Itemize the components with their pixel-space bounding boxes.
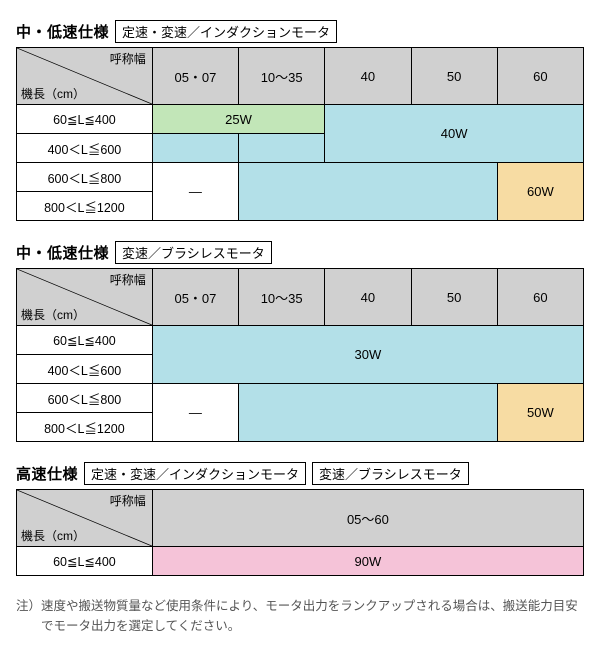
section-heading: 中・低速仕様 bbox=[16, 242, 109, 263]
table3-section: 高速仕様 定速・変速／インダクションモータ変速／ブラシレスモータ 呼称幅 機長（… bbox=[16, 462, 584, 576]
col-header: 10〜35 bbox=[239, 48, 325, 105]
diag-bottom-label: 機長（cm） bbox=[21, 306, 85, 323]
region-cell: — bbox=[152, 384, 238, 442]
sub-label: 定速・変速／インダクションモータ bbox=[84, 462, 306, 485]
row-label: 600＜L≦800 bbox=[17, 163, 153, 192]
row-label: 800＜L≦1200 bbox=[17, 192, 153, 221]
row-label: 600＜L≦800 bbox=[17, 384, 153, 413]
col-header: 40 bbox=[325, 269, 411, 326]
diag-top-label: 呼称幅 bbox=[110, 492, 146, 509]
col-header: 40 bbox=[325, 48, 411, 105]
col-header: 05・07 bbox=[152, 269, 238, 326]
col-header: 10〜35 bbox=[239, 269, 325, 326]
table1-table: 呼称幅 機長（cm） 05・0710〜35405060 60≦L≦40025W40… bbox=[16, 47, 584, 221]
diag-bottom-label: 機長（cm） bbox=[21, 527, 85, 544]
section-heading: 中・低速仕様 bbox=[16, 21, 109, 42]
region-cell bbox=[239, 134, 325, 163]
diag-header: 呼称幅 機長（cm） bbox=[17, 269, 153, 326]
region-cell bbox=[152, 134, 238, 163]
col-header: 50 bbox=[411, 48, 497, 105]
table3-table: 呼称幅 機長（cm） 05〜6060≦L≦40090W bbox=[16, 489, 584, 576]
region-cell: 30W bbox=[152, 326, 583, 384]
diag-top-label: 呼称幅 bbox=[110, 50, 146, 67]
row-label: 60≦L≦400 bbox=[17, 547, 153, 576]
section-heading: 高速仕様 bbox=[16, 463, 78, 484]
region-cell: — bbox=[152, 163, 238, 221]
region-cell: 60W bbox=[497, 163, 583, 221]
col-header: 05・07 bbox=[152, 48, 238, 105]
region-cell: 25W bbox=[152, 105, 324, 134]
diag-top-label: 呼称幅 bbox=[110, 271, 146, 288]
col-header: 60 bbox=[497, 269, 583, 326]
row-label: 400＜L≦600 bbox=[17, 355, 153, 384]
row-label: 60≦L≦400 bbox=[17, 326, 153, 355]
table2-table: 呼称幅 機長（cm） 05・0710〜35405060 60≦L≦40030W40… bbox=[16, 268, 584, 442]
col-header: 05〜60 bbox=[152, 490, 583, 547]
region-cell: 40W bbox=[325, 105, 584, 163]
sub-label: 変速／ブラシレスモータ bbox=[312, 462, 469, 485]
diag-header: 呼称幅 機長（cm） bbox=[17, 48, 153, 105]
region-cell: 50W bbox=[497, 384, 583, 442]
diag-bottom-label: 機長（cm） bbox=[21, 85, 85, 102]
region-cell bbox=[239, 163, 498, 221]
col-header: 50 bbox=[411, 269, 497, 326]
row-label: 400＜L≦600 bbox=[17, 134, 153, 163]
sub-label: 定速・変速／インダクションモータ bbox=[115, 20, 337, 43]
footnote: 注）速度や搬送物質量など使用条件により、モータ出力をランクアップされる場合は、搬… bbox=[16, 596, 584, 636]
region-cell: 90W bbox=[152, 547, 583, 576]
row-label: 800＜L≦1200 bbox=[17, 413, 153, 442]
col-header: 60 bbox=[497, 48, 583, 105]
sub-label: 変速／ブラシレスモータ bbox=[115, 241, 272, 264]
table1-section: 中・低速仕様 定速・変速／インダクションモータ 呼称幅 機長（cm） 05・07… bbox=[16, 20, 584, 221]
table2-section: 中・低速仕様 変速／ブラシレスモータ 呼称幅 機長（cm） 05・0710〜35… bbox=[16, 241, 584, 442]
row-label: 60≦L≦400 bbox=[17, 105, 153, 134]
region-cell bbox=[239, 384, 498, 442]
diag-header: 呼称幅 機長（cm） bbox=[17, 490, 153, 547]
